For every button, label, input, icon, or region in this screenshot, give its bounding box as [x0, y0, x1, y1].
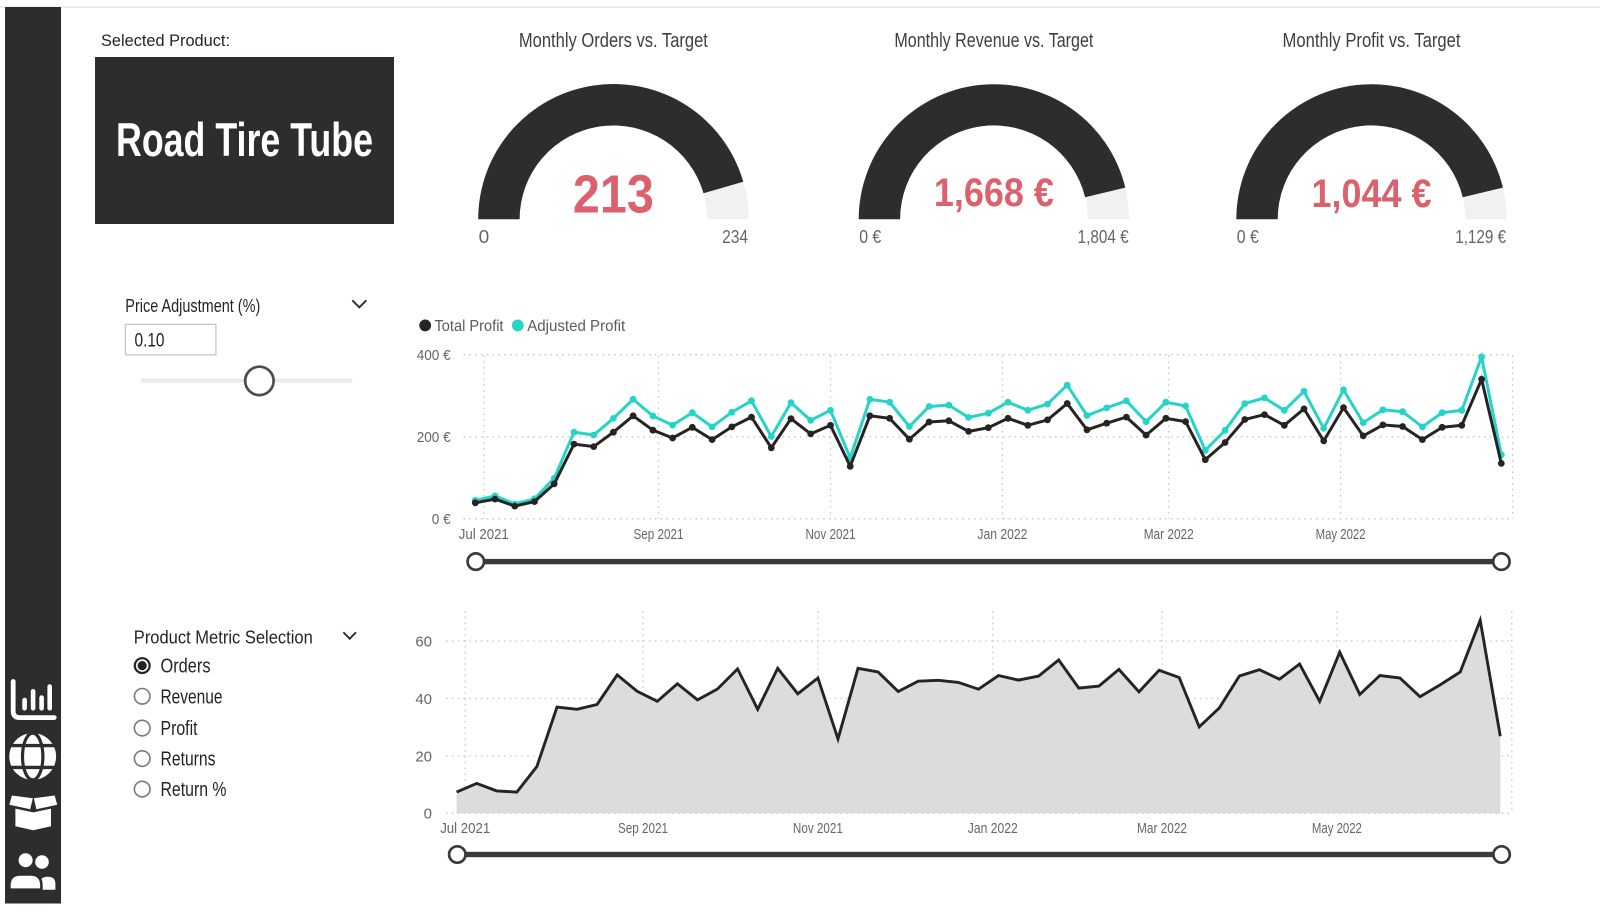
svg-text:0: 0: [424, 806, 432, 823]
svg-text:Orders: Orders: [161, 656, 211, 678]
svg-text:Nov 2021: Nov 2021: [793, 820, 843, 837]
svg-text:Sep 2021: Sep 2021: [618, 820, 668, 837]
svg-text:0 €: 0 €: [859, 227, 881, 247]
svg-text:Jul 2021: Jul 2021: [459, 526, 509, 543]
svg-text:Jul 2021: Jul 2021: [440, 820, 490, 837]
svg-text:0 €: 0 €: [432, 511, 452, 528]
svg-text:Monthly Orders vs. Target: Monthly Orders vs. Target: [519, 30, 708, 52]
svg-text:1,044 €: 1,044 €: [1312, 172, 1432, 216]
svg-text:Mar 2022: Mar 2022: [1137, 820, 1187, 837]
svg-text:May 2022: May 2022: [1312, 820, 1362, 837]
svg-text:1,668 €: 1,668 €: [934, 171, 1054, 215]
svg-text:May 2022: May 2022: [1316, 526, 1366, 543]
svg-text:Total Profit: Total Profit: [435, 318, 504, 335]
svg-text:40: 40: [415, 691, 432, 708]
svg-text:Monthly Profit vs. Target: Monthly Profit vs. Target: [1283, 30, 1461, 52]
svg-text:Jan 2022: Jan 2022: [968, 820, 1018, 837]
svg-text:Returns: Returns: [161, 749, 216, 771]
svg-text:Nov 2021: Nov 2021: [806, 526, 856, 543]
svg-text:Return %: Return %: [161, 779, 227, 801]
svg-text:60: 60: [415, 633, 432, 650]
svg-text:400 €: 400 €: [417, 347, 452, 364]
svg-text:200 €: 200 €: [417, 429, 452, 446]
svg-text:Mar 2022: Mar 2022: [1144, 526, 1194, 543]
svg-text:20: 20: [415, 748, 432, 765]
svg-text:Adjusted Profit: Adjusted Profit: [527, 318, 626, 335]
svg-text:0 €: 0 €: [1237, 227, 1259, 247]
svg-text:0: 0: [479, 227, 490, 247]
svg-text:Road Tire Tube: Road Tire Tube: [116, 113, 373, 166]
svg-text:Jan 2022: Jan 2022: [977, 526, 1027, 543]
svg-text:Price Adjustment (%): Price Adjustment (%): [125, 296, 260, 316]
svg-text:0.10: 0.10: [135, 331, 165, 352]
svg-text:Revenue: Revenue: [161, 686, 223, 708]
svg-text:Sep 2021: Sep 2021: [634, 526, 684, 543]
svg-text:Product Metric Selection: Product Metric Selection: [134, 628, 313, 648]
svg-text:1,804 €: 1,804 €: [1078, 227, 1129, 247]
svg-text:234: 234: [722, 227, 748, 247]
svg-text:Monthly Revenue vs. Target: Monthly Revenue vs. Target: [894, 30, 1093, 52]
svg-text:Selected Product:: Selected Product:: [101, 31, 230, 50]
svg-text:1,129 €: 1,129 €: [1455, 227, 1506, 247]
svg-text:Profit: Profit: [161, 718, 198, 740]
svg-text:213: 213: [573, 165, 654, 225]
